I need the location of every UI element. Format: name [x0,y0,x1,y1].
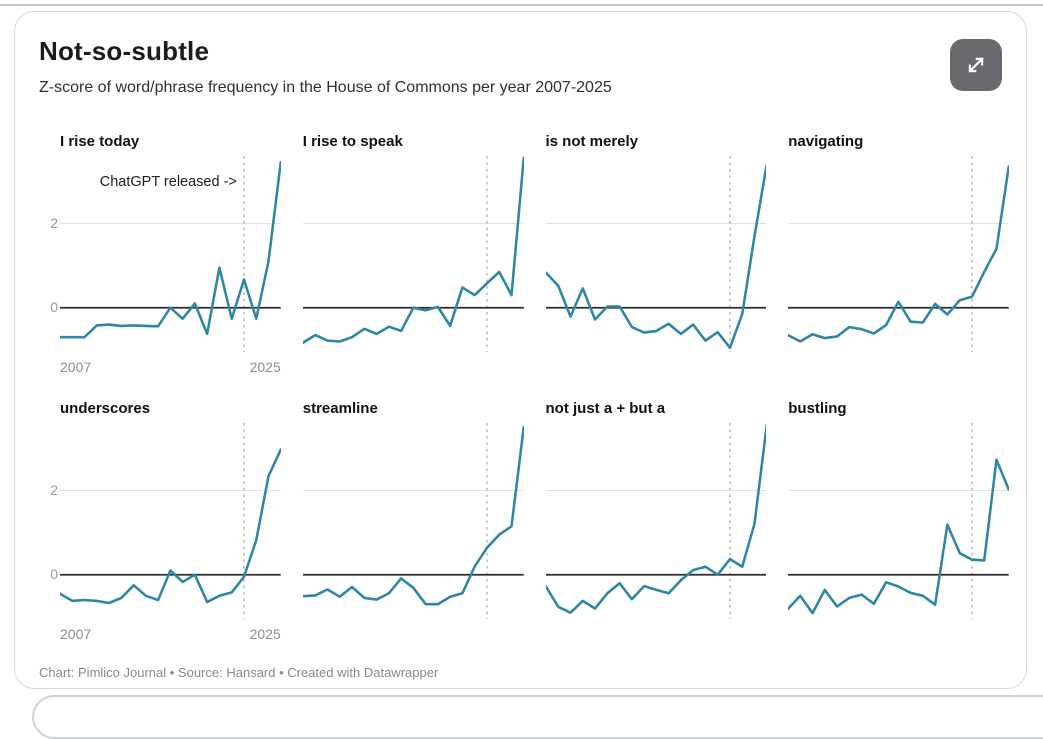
x-tick-label: 2025 [249,626,281,642]
panel-i-rise-to-speak: I rise to speak [302,132,524,378]
chart-card: Not-so-subtle Z-score of word/phrase fre… [14,11,1027,689]
panel-plot [788,423,1009,619]
x-axis-labels [546,352,767,378]
panel-plot [302,423,524,619]
panel-title: underscores [60,400,151,417]
panel-plot: ChatGPT released -> [60,156,281,352]
panel-row: 2 0 underscores 2007 2025 streamline not just … [39,399,1009,645]
x-tick-label: 2007 [60,626,92,642]
x-axis-labels [788,619,1009,645]
x-axis-labels [788,352,1009,378]
chart-title: Not-so-subtle [39,36,210,66]
panel-title: not just a + but a [545,400,666,417]
line-chart-svg[interactable] [788,156,1009,352]
panel-plot [545,156,767,352]
panel-is-not-merely: is not merely [545,132,767,378]
line-chart-svg[interactable] [302,156,524,352]
chart-subtitle: Z-score of word/phrase frequency in the … [39,79,612,96]
line-chart-svg[interactable] [788,423,1009,619]
line-chart-svg[interactable] [60,156,281,352]
panel-plot [545,423,767,619]
panel-title: streamline [302,400,378,417]
x-tick-label: 2025 [249,359,281,375]
y-tick-label: 0 [50,566,58,582]
chart-footer: Chart: Pimlico Journal • Source: Hansard… [39,665,439,680]
chatgpt-released-annotation: ChatGPT released -> [99,174,237,190]
y-tick-label: 0 [50,299,58,315]
panel-underscores: underscores 2007 2025 [60,399,281,645]
panel-title: is not merely [545,133,639,150]
x-axis-labels: 2007 2025 [60,352,281,378]
panel-title: navigating [788,133,864,150]
line-chart-svg[interactable] [545,423,767,619]
panel-plot [302,156,524,352]
x-axis-labels [546,619,767,645]
previous-card-edge [0,4,1043,6]
expand-arrows-icon [961,50,991,80]
line-chart-svg[interactable] [302,423,524,619]
x-axis-labels: 2007 2025 [60,619,281,645]
x-tick-label: 2007 [60,359,92,375]
panel-not-just-a-but-a: not just a + but a [545,399,767,645]
expand-button[interactable] [950,39,1002,91]
panel-streamline: streamline [302,399,524,645]
x-axis-labels [303,352,524,378]
next-card-edge [32,695,1043,739]
panel-plot [60,423,281,619]
line-chart-svg[interactable] [545,156,767,352]
panel-plot [788,156,1009,352]
panel-title: I rise today [60,133,140,150]
x-axis-labels [303,619,524,645]
panel-title: I rise to speak [302,133,403,150]
y-tick-label: 2 [50,215,58,231]
line-chart-svg[interactable] [60,423,281,619]
y-tick-label: 2 [50,482,58,498]
panel-bustling: bustling [788,399,1009,645]
panel-i-rise-today: I rise today ChatGPT released -> 2007 2025 [60,132,281,378]
panel-title: bustling [788,400,847,417]
panel-navigating: navigating [788,132,1009,378]
